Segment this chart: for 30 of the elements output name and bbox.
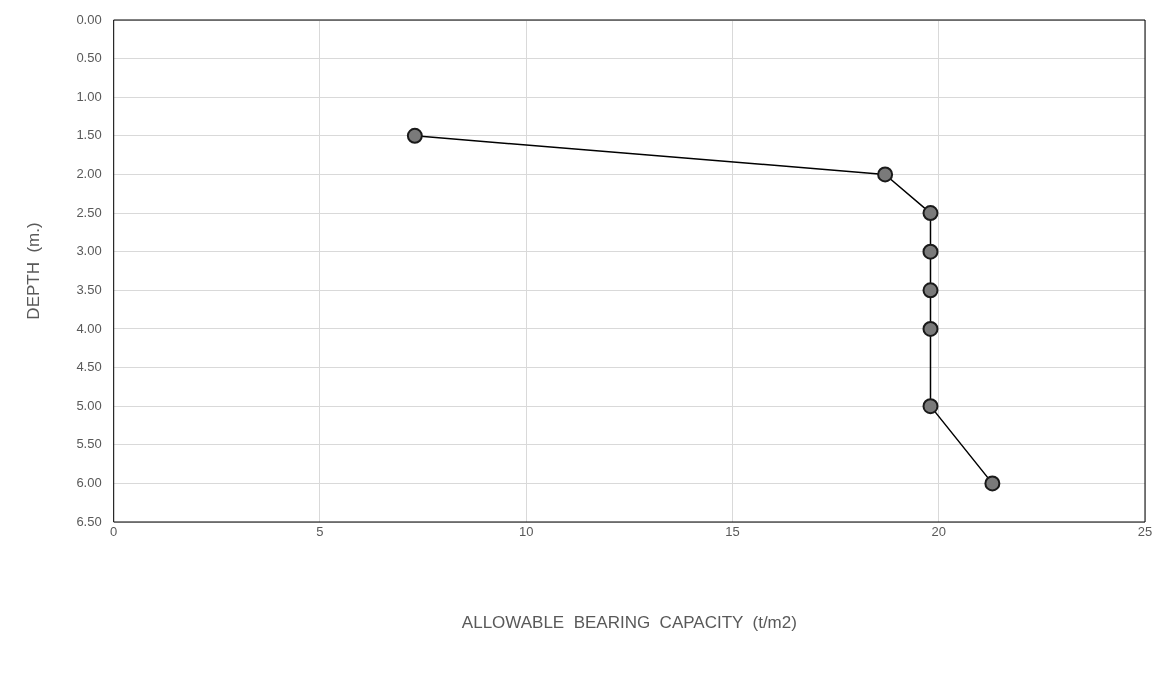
x-tick-label: 15 — [725, 524, 740, 540]
y-tick-label: 4.00 — [76, 320, 102, 336]
x-tick-label: 0 — [110, 524, 118, 540]
y-tick-label: 1.50 — [76, 127, 102, 143]
x-tick-label: 10 — [518, 524, 534, 540]
y-tick-label: 4.50 — [76, 359, 102, 375]
point — [922, 243, 939, 260]
y-tick-label: 5.00 — [76, 397, 102, 413]
x-tick-label: 5 — [316, 524, 324, 540]
point — [877, 166, 894, 183]
y-tick-label: 2.00 — [76, 166, 102, 182]
x-tick-label: 25 — [1137, 524, 1153, 540]
point — [922, 398, 939, 415]
y-tick-label: 0.00 — [76, 11, 102, 27]
y-tick-label: 2.50 — [76, 204, 102, 220]
y-tick-label: 3.50 — [76, 281, 102, 297]
y-tick-label: 5.50 — [76, 436, 102, 452]
y-tick-label: 6.50 — [76, 513, 102, 529]
point — [922, 282, 939, 299]
point — [922, 320, 939, 337]
x-axis-title: ALLOWABLE BEARING CAPACITY (t/m2) — [461, 613, 797, 633]
point — [984, 475, 1001, 492]
y-tick-label: 1.00 — [76, 88, 102, 104]
y-axis-title: DEPTH (m.) — [23, 222, 43, 320]
x-tick-label: 20 — [931, 524, 946, 540]
point — [406, 127, 423, 144]
y-tick-label: 6.00 — [76, 474, 102, 490]
y-tick-label: 3.00 — [76, 243, 102, 259]
y-tick-label: 0.50 — [76, 50, 102, 66]
point — [922, 205, 939, 222]
